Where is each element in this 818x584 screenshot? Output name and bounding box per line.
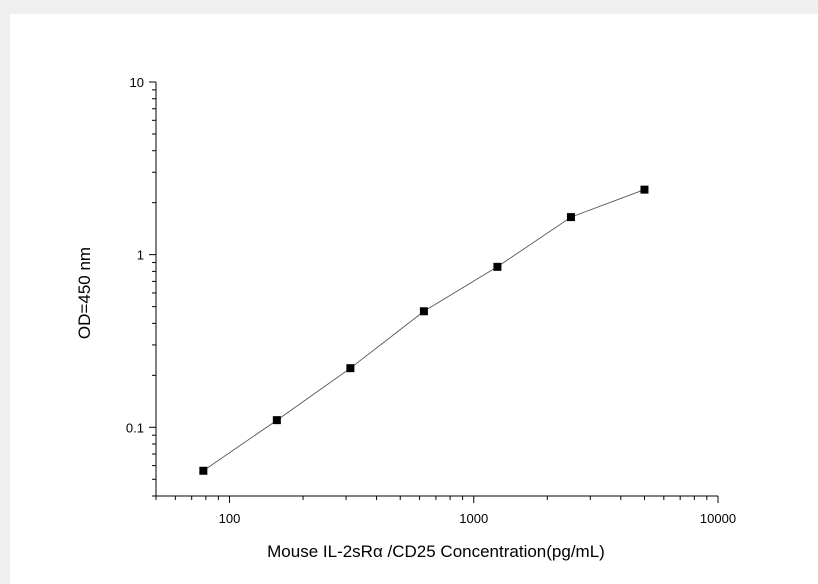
data-point	[199, 466, 208, 475]
data-point	[419, 307, 428, 316]
y-axis-title: OD=450 nm	[75, 247, 94, 339]
chart-frame	[10, 14, 818, 584]
x-tick-label: 1000	[459, 511, 488, 526]
data-point	[272, 416, 281, 425]
axes: 100 1000 10000 0.1 1 10	[126, 75, 736, 526]
series-line	[203, 189, 645, 472]
data-point	[640, 185, 649, 194]
series-layer	[199, 185, 649, 475]
data-point	[566, 213, 575, 222]
x-axis-title: Mouse IL-2sRα /CD25 Concentration(pg/mL)	[267, 542, 605, 561]
y-tick-label: 10	[130, 75, 144, 90]
x-tick-label: 10000	[700, 511, 736, 526]
x-tick-label: 100	[219, 511, 241, 526]
y-tick-label: 1	[137, 248, 144, 263]
y-tick-label: 0.1	[126, 420, 144, 435]
data-point	[493, 262, 502, 271]
data-point	[346, 364, 355, 373]
